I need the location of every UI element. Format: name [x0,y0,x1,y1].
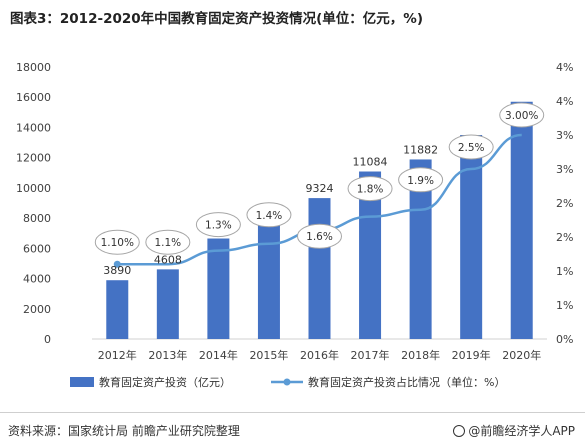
x-tick-label: 2014年 [199,348,238,362]
legend-swatch-bar [70,377,94,387]
brand-logo-icon [453,425,466,437]
x-tick-label: 2013年 [148,348,187,362]
bar [257,222,280,339]
x-tick-label: 2018年 [401,348,440,362]
bar [308,198,331,339]
y-left-tick-label: 10000 [16,182,51,195]
y-left-tick-label: 4000 [23,273,51,286]
bar [409,159,432,339]
line-data-label: 1.8% [357,184,384,196]
bar [359,171,382,339]
line-label-bubble [195,212,241,238]
line-data-label: 1.9% [407,175,434,187]
legend-label-bar: 教育固定资产投资（亿元） [99,375,231,389]
y-left-tick-label: 12000 [16,152,51,165]
x-tick-label: 2019年 [452,348,491,362]
line-data-label: 1.4% [256,210,283,222]
y-left-tick-label: 8000 [23,212,51,225]
y-right-tick-label: 3% [556,163,573,176]
y-left-tick-label: 6000 [23,242,51,255]
bar [510,101,533,339]
footer-brand: @前瞻经济学人APP [453,422,575,439]
y-right-tick-label: 2% [556,197,573,210]
bar [207,238,230,339]
x-tick-label: 2020年 [502,348,541,362]
y-left-tick-label: 2000 [23,303,51,316]
y-left-tick-label: 18000 [16,61,51,74]
y-left-tick-label: 16000 [16,91,51,104]
line-label-bubble [448,134,494,160]
chart-canvas: 0 2000 4000 6000 8000 10000 12000 14000 16000 180… [16,61,573,389]
line-label-bubble [145,229,191,255]
legend-swatch-marker [283,378,291,386]
chart-title: 图表3：2012-2020年中国教育固定资产投资情况(单位：亿元，%) [10,11,424,27]
bar [106,280,129,339]
line-data-label: 1.10% [101,237,134,249]
legend-label-line: 教育固定资产投资占比情况（单位：%） [308,375,505,389]
footer-brand-text: @前瞻经济学人APP [468,424,575,438]
line-label-bubble [297,223,342,249]
bar-data-label: 4608 [154,253,182,266]
line-label-bubble [94,229,140,255]
bar-data-label: 9324 [306,182,334,195]
line-data-label: 2.5% [458,142,485,154]
y-right-tick-label: 4% [556,95,573,108]
bar-data-label: 11882 [403,143,438,156]
y-right-tick-label: 0% [556,333,573,346]
y-right-tick-label: 3% [556,129,573,142]
line-label-bubble [347,176,393,202]
line-data-label: 1.6% [306,231,333,243]
x-tick-label: 2016年 [300,348,339,362]
line-data-label: 1.3% [205,220,232,232]
x-tick-label: 2017年 [351,348,390,362]
line-data-label: 1.1% [154,237,181,249]
y-right-tick-label: 2% [556,231,573,244]
y-right-tick-label: 4% [556,61,573,74]
bar [460,135,483,339]
bar-data-label: 11084 [353,156,388,169]
line-label-bubble [246,202,292,228]
y-right-tick-label: 1% [556,265,573,278]
x-tick-label: 2012年 [98,348,137,362]
footer-source: 资料来源：国家统计局 前瞻产业研究院整理 [8,424,240,438]
bar [156,269,179,339]
line-label-bubble [398,167,444,193]
line-data-label: 3.00% [505,110,538,122]
bar-data-label: 3890 [103,264,131,277]
y-right-tick-label: 1% [556,299,573,312]
y-left-tick-label: 14000 [16,121,51,134]
line-label-bubble [499,102,545,128]
x-tick-label: 2015年 [249,348,288,362]
line-point [113,260,121,268]
footer: 资料来源：国家统计局 前瞻产业研究院整理 @前瞻经济学人APP [0,412,585,448]
y-left-tick-label: 0 [44,333,51,346]
